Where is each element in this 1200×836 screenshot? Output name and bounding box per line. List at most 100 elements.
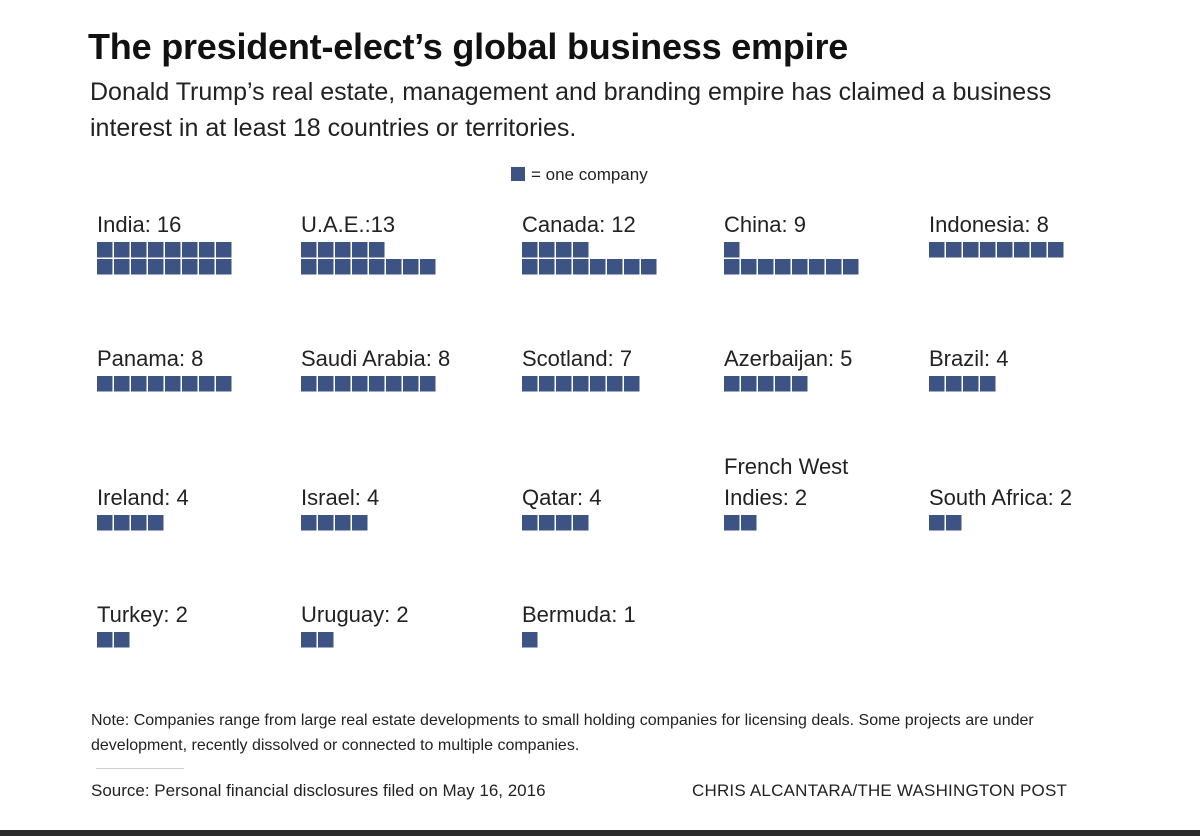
category-label: Indies: 2	[724, 485, 807, 510]
category-label: Azerbaijan: 5	[724, 346, 852, 371]
company-square	[318, 376, 334, 392]
company-square	[352, 376, 368, 392]
company-square	[522, 259, 538, 275]
company-square	[607, 376, 623, 392]
company-square	[352, 259, 368, 275]
company-square	[386, 376, 402, 392]
category-canada: Canada: 12	[522, 212, 657, 275]
company-square	[114, 376, 130, 392]
company-square	[301, 376, 317, 392]
company-square	[826, 259, 842, 275]
company-square	[741, 515, 757, 531]
legend: = one company	[511, 165, 648, 185]
company-square	[369, 376, 385, 392]
company-square	[318, 242, 334, 258]
company-square	[539, 242, 555, 258]
company-square	[97, 632, 113, 648]
category-label: Brazil: 4	[929, 346, 1008, 371]
company-square	[318, 632, 334, 648]
company-square	[758, 376, 774, 392]
company-square	[97, 242, 113, 258]
category-label: Ireland: 4	[97, 485, 189, 510]
category-label: Turkey: 2	[97, 602, 188, 627]
company-square	[590, 259, 606, 275]
chart-title: The president-elect’s global business em…	[88, 26, 849, 67]
category-label: Canada: 12	[522, 212, 636, 237]
company-square	[335, 376, 351, 392]
category-south-africa: South Africa: 2	[929, 485, 1072, 531]
company-square	[369, 259, 385, 275]
category-qatar: Qatar: 4	[522, 485, 601, 531]
category-israel: Israel: 4	[301, 485, 379, 531]
company-square	[573, 259, 589, 275]
company-square	[148, 376, 164, 392]
company-square	[114, 515, 130, 531]
company-square	[775, 376, 791, 392]
company-square	[97, 376, 113, 392]
company-square	[607, 259, 623, 275]
company-square	[1031, 242, 1047, 258]
category-saudi-arabia: Saudi Arabia: 8	[301, 346, 450, 392]
category-label: French West	[724, 454, 848, 479]
company-square	[301, 632, 317, 648]
company-square	[590, 376, 606, 392]
company-square	[624, 259, 640, 275]
company-square	[114, 259, 130, 275]
company-square	[980, 242, 996, 258]
category-label: Panama: 8	[97, 346, 203, 371]
category-label: U.A.E.:13	[301, 212, 395, 237]
company-square	[641, 259, 657, 275]
category-bermuda: Bermuda: 1	[522, 602, 636, 648]
company-square	[573, 242, 589, 258]
company-square	[199, 242, 215, 258]
company-square	[522, 242, 538, 258]
chart-subtitle: Donald Trump’s real estate, management a…	[90, 78, 1052, 142]
category-label: India: 16	[97, 212, 181, 237]
company-square	[216, 376, 232, 392]
category-brazil: Brazil: 4	[929, 346, 1008, 392]
company-square	[1048, 242, 1064, 258]
company-square	[963, 242, 979, 258]
company-square	[352, 242, 368, 258]
company-square	[758, 259, 774, 275]
company-square	[131, 259, 147, 275]
company-square	[539, 376, 555, 392]
company-square	[792, 259, 808, 275]
company-square	[148, 515, 164, 531]
company-square	[775, 259, 791, 275]
waffle-chart: India: 16 U.A.E.:13 Canada: 12 China: 9 Indo…	[97, 212, 1072, 648]
company-square	[724, 259, 740, 275]
category-label: Saudi Arabia: 8	[301, 346, 450, 371]
company-square	[318, 259, 334, 275]
company-square	[946, 376, 962, 392]
company-square	[997, 242, 1013, 258]
company-square	[165, 242, 181, 258]
company-square	[556, 515, 572, 531]
company-square	[929, 376, 945, 392]
category-french-west-indies: French West Indies: 2	[724, 454, 848, 531]
company-square	[165, 376, 181, 392]
company-square	[335, 515, 351, 531]
footnote: Note: Companies range from large real es…	[91, 712, 1034, 754]
company-square	[420, 376, 436, 392]
category-uruguay: Uruguay: 2	[301, 602, 409, 648]
company-square	[963, 376, 979, 392]
category-label: South Africa: 2	[929, 485, 1072, 510]
company-square	[946, 242, 962, 258]
company-square	[148, 259, 164, 275]
company-square	[539, 259, 555, 275]
company-square	[724, 376, 740, 392]
company-square	[522, 376, 538, 392]
company-square	[114, 632, 130, 648]
company-square	[522, 515, 538, 531]
category-label: Scotland: 7	[522, 346, 632, 371]
company-square	[97, 515, 113, 531]
company-square	[539, 515, 555, 531]
company-square	[403, 259, 419, 275]
company-square	[199, 376, 215, 392]
company-square	[522, 632, 538, 648]
bottom-border	[0, 830, 1200, 836]
category-u-a-e: U.A.E.:13	[301, 212, 436, 275]
category-label: China: 9	[724, 212, 806, 237]
company-square	[165, 259, 181, 275]
